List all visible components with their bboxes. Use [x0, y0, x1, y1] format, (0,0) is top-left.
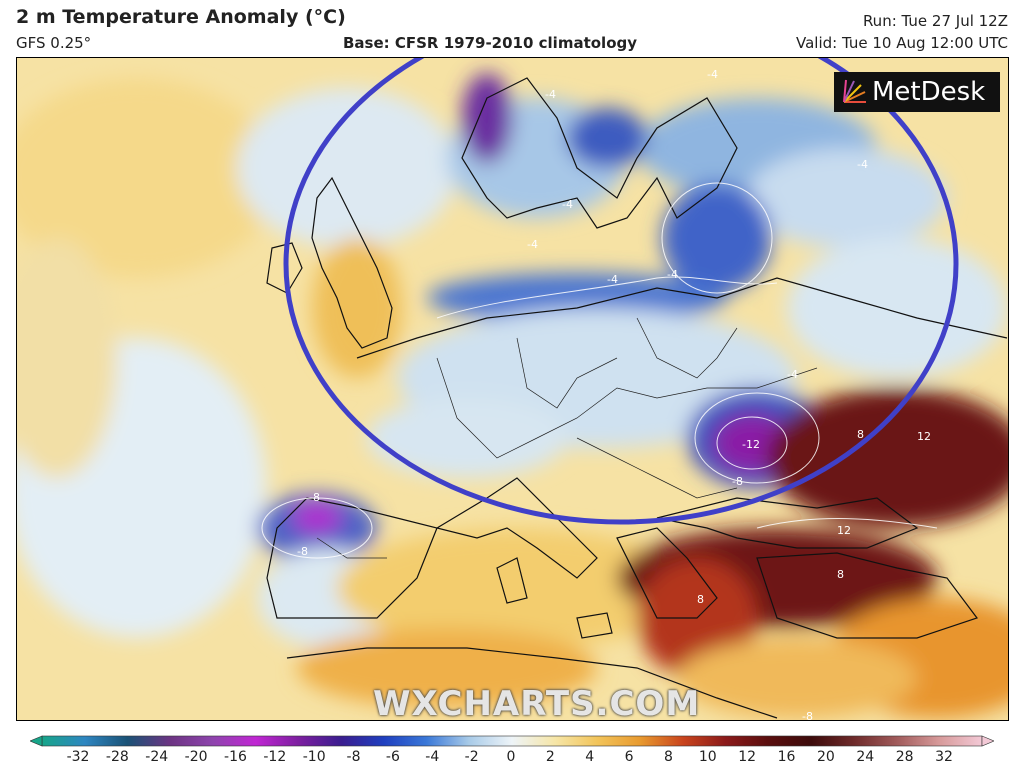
anomaly-shading: [17, 73, 1008, 718]
colorbar-tick-label: 28: [895, 749, 914, 765]
colorbar-tick-label: -10: [302, 749, 326, 765]
colorbar-tick-label: -32: [66, 749, 90, 765]
colorbar-tick-label: 16: [777, 749, 796, 765]
contour-label: -4: [667, 268, 678, 281]
colorbar-tick-label: 20: [816, 749, 835, 765]
chart-title: 2 m Temperature Anomaly (°C): [16, 6, 346, 28]
map-canvas: -4 -4 -4 -4 -4 -4 -4 -4 -8 -8 -8 -12 8 8…: [17, 58, 1008, 721]
metdesk-logo: MetDesk: [834, 72, 1000, 112]
contour-label: 8: [857, 428, 864, 441]
contour-label: -8: [309, 491, 320, 504]
colorbar-tick-label: -20: [184, 749, 208, 765]
colorbar-tick-label: -28: [105, 749, 129, 765]
valid-time-label: Valid: Tue 10 Aug 12:00 UTC: [796, 34, 1008, 52]
contour-label: 12: [917, 430, 931, 443]
colorbar-tick-label: 24: [856, 749, 875, 765]
colorbar-gradient: [29, 735, 995, 747]
contour-label: -4: [562, 198, 573, 211]
colorbar-tick-label: 2: [545, 749, 555, 765]
colorbar-tick-label: -8: [346, 749, 361, 765]
colorbar-tick-label: -24: [145, 749, 169, 765]
base-climatology-label: Base: CFSR 1979-2010 climatology: [343, 34, 638, 52]
colorbar-tick-label: 0: [506, 749, 516, 765]
anomaly-map[interactable]: -4 -4 -4 -4 -4 -4 -4 -4 -8 -8 -8 -12 8 8…: [16, 57, 1009, 721]
coastlines: [266, 77, 1008, 719]
contour-label: -12: [742, 438, 760, 451]
colorbar-tick-label: -4: [425, 749, 440, 765]
colorbar: -32 -28 -24 -20 -16 -12 -10 -8 -6 -4 -2 0 2 4 6 8 10 12 16…: [29, 733, 995, 775]
contour-lines: [261, 182, 938, 559]
colorbar-tick-label: 4: [585, 749, 595, 765]
watermark: WXCHARTS.COM: [373, 684, 701, 721]
colorbar-tick-label: -6: [385, 749, 400, 765]
country-borders: [316, 317, 818, 559]
contour-label: -8: [802, 710, 813, 721]
contour-label-group: -4 -4 -4 -4 -4 -4 -4 -4 -8 -8 -8 -12 8 8…: [297, 68, 931, 721]
contour-label: -4: [707, 68, 718, 81]
contour-label: -4: [787, 368, 798, 381]
contour-label: -8: [732, 475, 743, 488]
contour-label: -4: [527, 238, 538, 251]
logo-text: MetDesk: [872, 77, 986, 107]
contour-label: 8: [837, 568, 844, 581]
model-label: GFS 0.25°: [16, 34, 92, 52]
run-time-label: Run: Tue 27 Jul 12Z: [862, 12, 1008, 30]
sunburst-icon: [843, 79, 866, 103]
contour-label: -4: [545, 88, 556, 101]
contour-label: -8: [297, 545, 308, 558]
colorbar-tick-label: 12: [738, 749, 757, 765]
colorbar-tick-label: 32: [935, 749, 953, 765]
colorbar-tick-label: -2: [464, 749, 479, 765]
colorbar-tick-label: -16: [224, 749, 247, 765]
contour-label: 12: [837, 524, 851, 537]
colorbar-min-arrow: [29, 735, 43, 747]
contour-label: -4: [857, 158, 868, 171]
colorbar-band: [41, 735, 983, 747]
colorbar-tick-label: -12: [263, 749, 287, 765]
contour-label: 8: [697, 593, 704, 606]
highlight-ellipse: [283, 58, 959, 525]
colorbar-tick-label: 10: [698, 749, 717, 765]
colorbar-tick-label: 6: [624, 749, 634, 765]
contour-label: -4: [607, 273, 618, 286]
colorbar-tick-label: 8: [663, 749, 673, 765]
colorbar-max-arrow: [981, 735, 995, 747]
